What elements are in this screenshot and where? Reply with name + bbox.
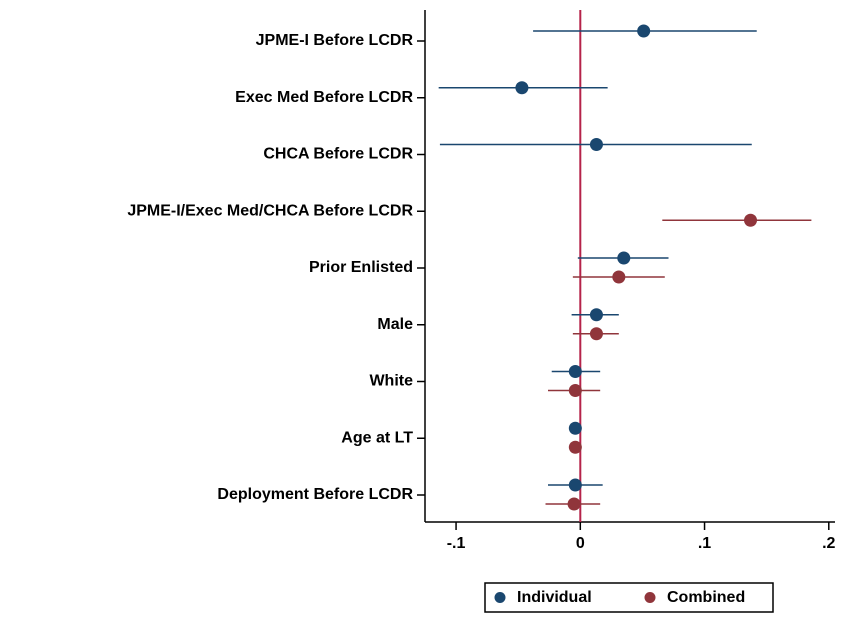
y-tick-label: Male <box>377 316 413 333</box>
point-estimate <box>589 138 603 151</box>
point-estimate <box>515 81 529 95</box>
point-estimate <box>744 213 758 227</box>
point-estimate <box>568 478 582 492</box>
point-estimate <box>568 365 582 378</box>
point-estimate <box>589 308 603 322</box>
y-tick-label: Deployment Before LCDR <box>217 486 413 503</box>
point-estimate <box>637 24 651 38</box>
y-tick-label: JPME-I/Exec Med/CHCA Before LCDR <box>127 202 413 219</box>
y-tick-label: White <box>369 373 413 390</box>
point-estimate <box>567 497 581 511</box>
point-estimate <box>568 384 582 397</box>
legend-box <box>484 582 774 613</box>
y-tick-label: Exec Med Before LCDR <box>235 89 413 106</box>
point-estimate <box>617 251 631 265</box>
legend-label: Combined <box>667 589 745 606</box>
legend-label: Individual <box>517 589 592 606</box>
point-estimate <box>589 327 603 341</box>
y-tick-label: JPME-I Before LCDR <box>256 32 414 49</box>
x-tick-label: .2 <box>822 535 835 552</box>
legend-marker <box>494 592 506 603</box>
point-estimate <box>568 421 582 435</box>
y-tick-label: Age at LT <box>341 429 413 446</box>
legend-marker <box>644 592 656 603</box>
y-tick-label: Prior Enlisted <box>309 259 413 276</box>
x-tick-label: 0 <box>576 535 585 552</box>
x-tick-label: .1 <box>698 535 711 552</box>
point-estimate <box>568 440 582 454</box>
point-estimate <box>612 270 626 284</box>
y-tick-label: CHCA Before LCDR <box>263 146 413 163</box>
x-tick-label: -.1 <box>447 535 466 552</box>
